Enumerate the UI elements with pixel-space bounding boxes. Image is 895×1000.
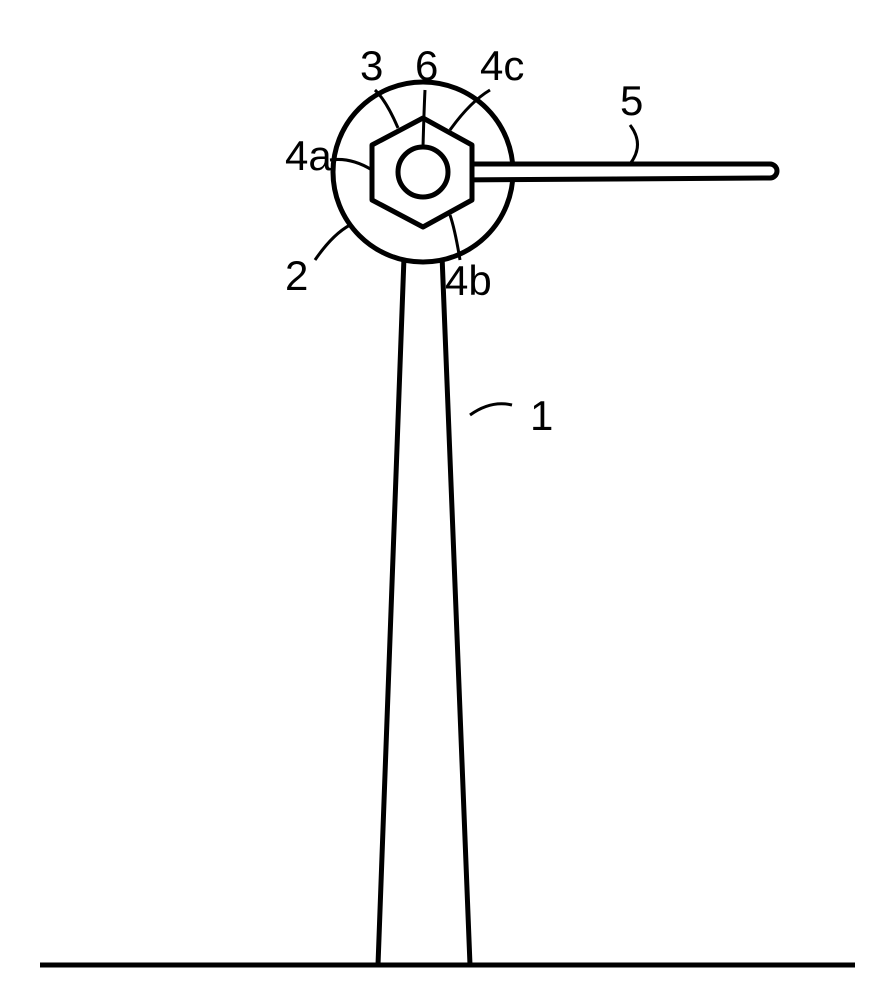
leader-line	[470, 404, 512, 415]
spinner-circle	[398, 147, 448, 197]
leader-line	[423, 90, 425, 147]
ref-label: 4b	[445, 257, 492, 304]
leader-line	[630, 125, 638, 164]
ref-label: 1	[530, 392, 553, 439]
leader-line	[315, 225, 350, 260]
ref-label: 4c	[480, 42, 524, 89]
ref-label: 4a	[285, 132, 332, 179]
ref-label: 2	[285, 252, 308, 299]
diagram-svg: 1 2 36 4c 4a 4b 5	[0, 0, 895, 1000]
tower	[378, 230, 470, 965]
ref-label: 5	[620, 77, 643, 124]
ref-label: 6	[415, 42, 438, 89]
ref-label: 3	[360, 42, 383, 89]
rotor-blade	[448, 164, 777, 180]
